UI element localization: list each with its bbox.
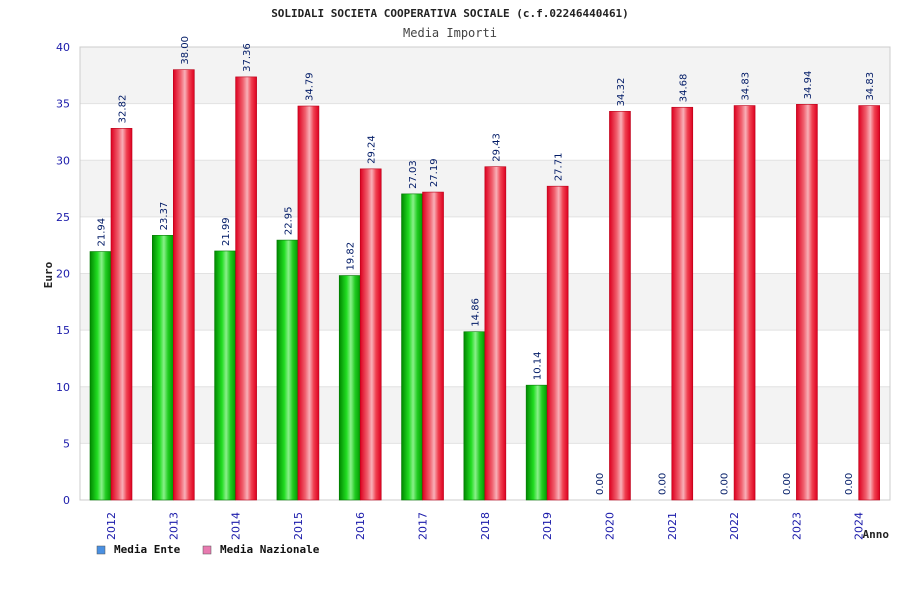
data-label-media-ente: 23.37 (159, 202, 170, 231)
x-tick-label: 2023 (790, 512, 803, 540)
data-label-media-ente: 21.99 (221, 217, 232, 246)
y-tick-label: 10 (56, 381, 70, 394)
x-tick-label: 2014 (230, 512, 243, 540)
y-tick-label: 35 (56, 98, 70, 111)
y-tick-label: 5 (63, 437, 70, 450)
data-label-media-nazionale: 29.24 (367, 135, 378, 164)
bar-media-ente-2018 (463, 331, 486, 501)
y-tick-label: 30 (56, 154, 70, 167)
data-label-media-ente: 0.00 (844, 473, 855, 495)
data-label-media-nazionale: 38.00 (180, 36, 191, 65)
bar-media-ente-2016 (338, 275, 361, 501)
bar-media-nazionale-2013 (173, 69, 195, 501)
bar-media-ente-2015 (276, 239, 299, 501)
x-tick-label: 2013 (167, 512, 180, 540)
legend-item-media-ente: Media Ente (96, 543, 181, 556)
bar-media-ente-2012 (89, 251, 112, 501)
data-label-media-ente: 0.00 (657, 473, 668, 495)
bar-media-nazionale-2022 (733, 105, 756, 501)
bar-media-nazionale-2023 (796, 104, 818, 501)
bar-media-nazionale-2014 (235, 76, 257, 501)
data-label-media-nazionale: 37.36 (242, 43, 253, 72)
x-tick-label: 2016 (354, 512, 367, 540)
bars: 21.94 32.82 23.37 38.00 21.99 37.36 22.95 34.79… (89, 36, 880, 501)
x-tick-label: 2020 (603, 512, 616, 540)
data-label-media-ente: 21.94 (97, 218, 108, 247)
x-tick-label: 2012 (105, 512, 118, 540)
y-tick-label: 25 (56, 211, 70, 224)
x-tick-label: 2015 (292, 512, 305, 540)
data-label-media-ente: 0.00 (720, 473, 731, 495)
data-label-media-ente: 22.95 (283, 206, 294, 235)
bar-media-nazionale-2016 (359, 168, 382, 501)
bar-media-nazionale-2024 (858, 105, 880, 501)
bar-media-nazionale-2017 (422, 191, 444, 501)
data-label-media-ente: 19.82 (346, 242, 357, 271)
bar-media-nazionale-2015 (297, 105, 320, 501)
data-label-media-nazionale: 27.71 (554, 153, 565, 182)
legend-label-media-ente: Media Ente (114, 543, 181, 556)
y-axis-title: Euro (42, 261, 55, 288)
data-label-media-ente: 27.03 (408, 160, 419, 189)
bar-media-nazionale-2020 (609, 111, 631, 501)
x-axis: 2012 2013 2014 2015 2016 2017 2018 2019 2020 2021… (105, 512, 866, 540)
bar-media-ente-2019 (525, 384, 548, 501)
data-label-media-ente: 0.00 (595, 473, 606, 495)
data-label-media-nazionale: 34.79 (304, 72, 315, 101)
data-label-media-nazionale: 29.43 (491, 133, 502, 162)
data-label-media-nazionale: 34.94 (803, 71, 814, 100)
data-label-media-nazionale: 34.83 (865, 72, 876, 101)
bar-media-nazionale-2012 (110, 128, 133, 501)
bar-media-nazionale-2019 (546, 185, 569, 501)
chart-subtitle: Media Importi (403, 26, 497, 40)
bar-media-ente-2013 (152, 235, 174, 501)
grid-band (80, 47, 890, 104)
y-tick-label: 0 (63, 494, 70, 507)
y-axis: 0 5 10 15 20 25 30 35 40 (56, 41, 70, 507)
data-label-media-nazionale: 34.32 (616, 78, 627, 107)
x-axis-title: Anno (863, 528, 890, 541)
chart-title: SOLIDALI SOCIETA COOPERATIVA SOCIALE (c.… (271, 7, 629, 20)
bar-media-nazionale-2018 (484, 166, 507, 501)
y-tick-label: 40 (56, 41, 70, 54)
y-tick-label: 15 (56, 324, 70, 337)
data-label-media-nazionale: 32.82 (118, 95, 129, 124)
x-tick-label: 2021 (666, 512, 679, 540)
data-label-media-ente: 0.00 (782, 473, 793, 495)
data-label-media-nazionale: 27.19 (429, 158, 440, 187)
x-tick-label: 2017 (417, 512, 430, 540)
y-tick-label: 20 (56, 268, 70, 281)
data-label-media-ente: 10.14 (533, 352, 544, 381)
bar-media-nazionale-2021 (671, 106, 694, 501)
x-tick-label: 2018 (479, 512, 492, 540)
data-label-media-nazionale: 34.68 (678, 74, 689, 103)
legend: Media Ente Media Nazionale (96, 543, 320, 556)
legend-swatch-media-ente (96, 545, 106, 555)
legend-swatch-media-nazionale (202, 545, 212, 555)
bar-media-ente-2014 (214, 250, 236, 501)
x-tick-label: 2019 (541, 512, 554, 540)
data-label-media-ente: 14.86 (470, 298, 481, 327)
data-label-media-nazionale: 34.83 (741, 72, 752, 101)
bar-media-ente-2017 (401, 193, 423, 501)
legend-item-media-nazionale: Media Nazionale (202, 543, 320, 556)
legend-label-media-nazionale: Media Nazionale (220, 543, 320, 556)
x-tick-label: 2024 (853, 512, 866, 540)
x-tick-label: 2022 (728, 512, 741, 540)
